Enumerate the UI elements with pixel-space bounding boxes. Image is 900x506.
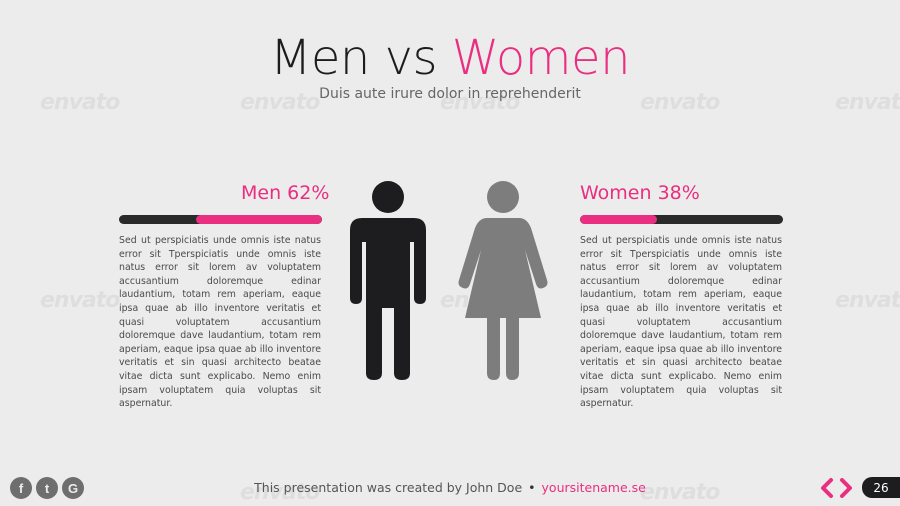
social-links: f t G bbox=[10, 477, 84, 499]
page-number: 26 bbox=[862, 477, 900, 498]
woman-figure-icon bbox=[458, 181, 548, 380]
watermark: envato bbox=[240, 90, 320, 115]
title-part-men: Men vs bbox=[269, 30, 452, 86]
page-title: Men vs Women bbox=[0, 28, 900, 88]
watermark: envato bbox=[835, 288, 900, 313]
men-progress-bar bbox=[119, 215, 322, 224]
watermark: envato bbox=[640, 480, 720, 505]
men-description: Sed ut perspiciatis unde omnis iste natu… bbox=[119, 235, 321, 410]
credit-text: This presentation was created by John Do… bbox=[254, 480, 523, 495]
facebook-icon[interactable]: f bbox=[10, 477, 32, 499]
twitter-icon[interactable]: t bbox=[36, 477, 58, 499]
man-figure-icon bbox=[350, 181, 426, 380]
chevron-right-icon[interactable] bbox=[838, 478, 854, 498]
watermark: envato bbox=[835, 90, 900, 115]
watermark: envato bbox=[440, 90, 520, 115]
title-part-women: Women bbox=[451, 30, 631, 86]
slide-navigation bbox=[819, 478, 854, 498]
watermark: envato bbox=[240, 480, 320, 505]
watermark: envato bbox=[40, 288, 120, 313]
watermark: envato bbox=[640, 90, 720, 115]
men-stat-label: Men 62% bbox=[241, 182, 330, 204]
page-subtitle: Duis aute irure dolor in reprehenderit bbox=[319, 86, 581, 102]
separator-dot: • bbox=[528, 480, 536, 495]
women-description: Sed ut perspiciatis unde omnis iste natu… bbox=[580, 235, 782, 410]
footer-credit: This presentation was created by John Do… bbox=[0, 480, 900, 495]
men-progress-fill bbox=[196, 215, 322, 224]
women-progress-fill bbox=[580, 215, 658, 224]
chevron-left-icon[interactable] bbox=[819, 478, 835, 498]
women-progress-bar bbox=[580, 215, 783, 224]
women-stat-label: Women 38% bbox=[580, 182, 700, 204]
google-icon[interactable]: G bbox=[62, 477, 84, 499]
site-link[interactable]: yoursitename.se bbox=[541, 480, 646, 495]
watermark: envato bbox=[40, 90, 120, 115]
